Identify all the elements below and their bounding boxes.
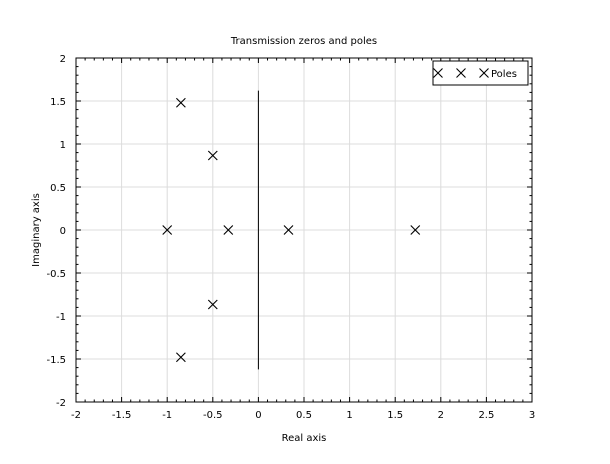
x-tick-label: 2.5 <box>478 410 494 421</box>
y-tick-label: 1.5 <box>50 97 66 108</box>
pole-marker <box>162 225 173 235</box>
y-tick-label: -1 <box>56 312 66 323</box>
pole-marker <box>175 97 186 108</box>
pole-marker <box>283 225 294 235</box>
x-axis-ticks: -2 -1.5 -1 -0.5 0 0.5 1 1.5 2 2.5 3 <box>71 58 535 421</box>
x-tick-label: 3 <box>529 410 535 421</box>
pole-marker <box>223 225 234 235</box>
y-tick-label: -0.5 <box>46 269 66 280</box>
legend-marker-x <box>479 68 489 78</box>
grid <box>76 58 532 402</box>
x-tick-label: 0 <box>255 410 261 421</box>
legend: Poles <box>432 60 529 86</box>
x-tick-label: 1 <box>346 410 352 421</box>
legend-marker-x <box>433 68 443 78</box>
x-tick-label: 1.5 <box>387 410 403 421</box>
x-tick-label: -1.5 <box>112 410 132 421</box>
y-tick-label: 0.5 <box>50 183 66 194</box>
x-tick-label: -2 <box>71 410 81 421</box>
pole-marker <box>207 299 218 310</box>
x-tick-label: 0.5 <box>296 410 312 421</box>
x-tick-label: 2 <box>438 410 444 421</box>
x-tick-label: -0.5 <box>203 410 223 421</box>
x-tick-label: -1 <box>162 410 172 421</box>
chart-title: Transmission zeros and poles <box>230 36 377 47</box>
y-axis-title: Imaginary axis <box>31 193 42 267</box>
y-tick-label: 2 <box>60 54 66 65</box>
pole-marker <box>410 225 421 235</box>
pole-markers <box>162 97 421 363</box>
y-tick-label: -2 <box>56 398 66 409</box>
pole-marker <box>175 352 186 363</box>
legend-marker-x <box>456 68 466 78</box>
y-tick-label: -1.5 <box>46 355 66 366</box>
y-axis-ticks: -2 -1.5 -1 -0.5 0 0.5 1 1.5 2 <box>46 54 532 409</box>
y-tick-label: 1 <box>60 140 66 151</box>
pole-marker <box>207 150 218 161</box>
legend-label-poles: Poles <box>491 69 517 80</box>
y-tick-label: 0 <box>60 226 66 237</box>
x-axis-title: Real axis <box>282 433 327 444</box>
legend-box <box>432 60 529 86</box>
legend-marker-group <box>433 68 489 78</box>
